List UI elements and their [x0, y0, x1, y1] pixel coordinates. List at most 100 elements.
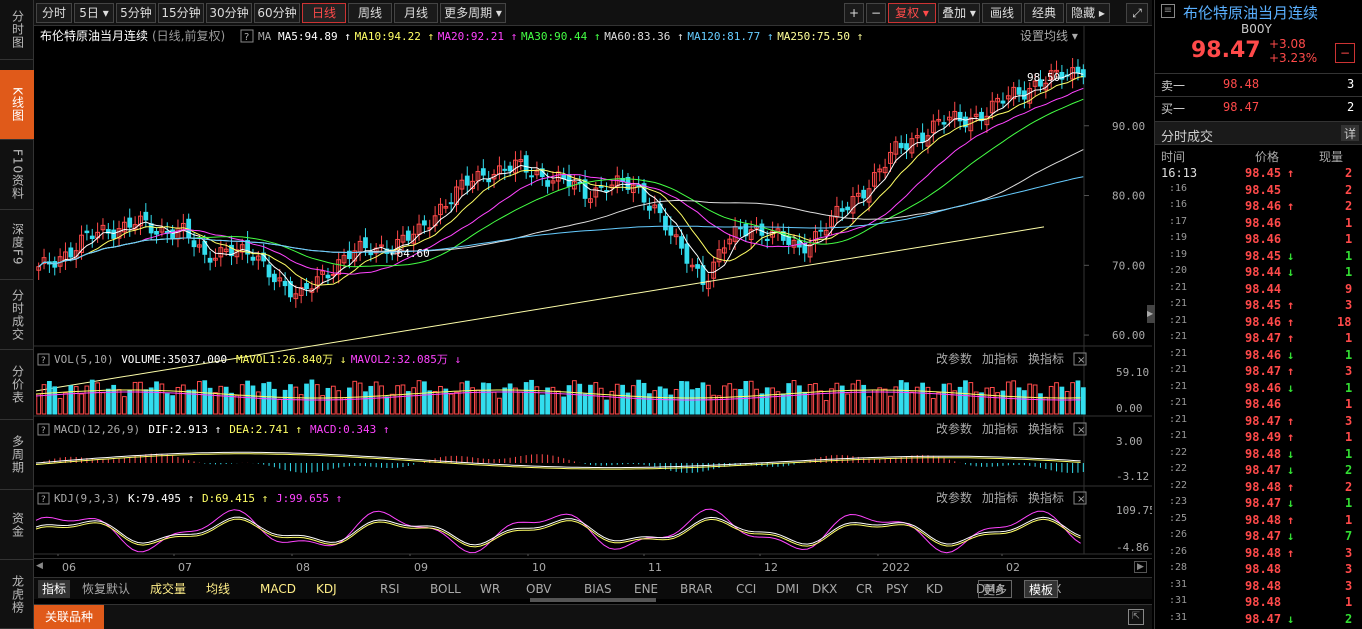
scroll-left-icon[interactable]: ◀ — [36, 561, 43, 571]
settings-icon[interactable]: ≡ — [1161, 4, 1175, 18]
footer-bar: 关联品种 ⇱ — [34, 604, 1152, 629]
indicator-tab-12[interactable]: BRAR — [680, 582, 713, 596]
indicator-tab-6[interactable]: RSI — [380, 582, 400, 596]
volume-bar — [550, 386, 556, 415]
nav-3[interactable]: 深度F9 — [0, 210, 34, 280]
candle-body — [979, 111, 984, 122]
tick-qty: 9 — [1345, 281, 1353, 296]
volume-bar — [764, 387, 770, 415]
last-price: 98.47 — [1191, 38, 1261, 63]
indicator-tab-19[interactable]: DMA — [976, 582, 1004, 596]
tool-0[interactable]: + — [844, 3, 864, 23]
indicator-tab-8[interactable]: WR — [480, 582, 501, 596]
scroll-right-icon[interactable]: ▶ — [1134, 561, 1147, 573]
volume-bar — [829, 388, 834, 415]
candle-body — [459, 179, 465, 190]
panel-action-加指标[interactable]: 加指标 — [982, 490, 1018, 505]
indicator-tab-2[interactable]: 成交量 — [150, 582, 187, 596]
tool-3[interactable]: 叠加 ▾ — [938, 3, 980, 23]
up-arrow-icon: ↑ — [1287, 199, 1295, 213]
tick-qty: 1 — [1345, 380, 1353, 395]
period-6[interactable]: 日线 — [302, 3, 346, 23]
indicator-tab-17[interactable]: PSY — [886, 582, 909, 596]
indicator-tab-4[interactable]: MACD — [260, 582, 296, 596]
panel-action-换指标[interactable]: 换指标 — [1028, 490, 1064, 505]
period-0[interactable]: 分时 — [36, 3, 72, 23]
tabs-scrollbar[interactable] — [530, 598, 656, 602]
chart-canvas[interactable]: 布伦特原油当月连续 (日线,前复权)? MA MA5:94.89 ↑ MA10:94.2… — [34, 26, 1156, 560]
volume-bar — [282, 389, 288, 415]
period-3[interactable]: 15分钟 — [158, 3, 204, 23]
nav-6[interactable]: 多周期 — [0, 420, 34, 490]
panel-action-改参数[interactable]: 改参数 — [936, 421, 972, 436]
volume-bar — [989, 387, 995, 415]
indicator-tab-18[interactable]: KD — [926, 582, 944, 596]
related-tab[interactable]: 关联品种 — [34, 605, 104, 629]
indicator-tab-0[interactable]: 指标 — [38, 580, 71, 598]
candle-body — [518, 159, 524, 163]
indicator-tab-22[interactable]: 模板 — [1024, 580, 1059, 598]
panel-action-换指标[interactable]: 换指标 — [1028, 421, 1064, 436]
indicator-tab-11[interactable]: ENE — [634, 582, 659, 596]
indicator-tab-13[interactable]: CCI — [736, 582, 757, 596]
panel-help-icon[interactable] — [37, 423, 50, 436]
nav-0[interactable]: 分时图 — [0, 0, 34, 60]
period-4[interactable]: 30分钟 — [206, 3, 252, 23]
help-icon[interactable] — [240, 29, 254, 43]
indicator-tab-10[interactable]: BIAS — [584, 582, 612, 596]
tool-2[interactable]: 复权 ▾ — [888, 3, 936, 23]
volume-bar — [689, 389, 695, 415]
period-9[interactable]: 更多周期 ▾ — [440, 3, 506, 23]
indicator-tab-14[interactable]: DMI — [776, 582, 800, 596]
nav-5[interactable]: 分价表 — [0, 350, 34, 420]
panel-action-加指标[interactable]: 加指标 — [982, 421, 1018, 436]
indicator-tab-21[interactable]: 更多 — [978, 580, 1013, 598]
candle-body — [229, 244, 234, 257]
period-7[interactable]: 周线 — [348, 3, 392, 23]
panel-close-icon[interactable] — [1073, 491, 1087, 505]
minus-button[interactable]: − — [1335, 43, 1355, 63]
indicator-tab-7[interactable]: BOLL — [430, 582, 461, 596]
tick-qty: 2 — [1345, 463, 1353, 477]
panel-close-icon[interactable] — [1073, 422, 1087, 436]
volume-bar — [673, 388, 679, 415]
nav-1[interactable]: K线图 — [0, 70, 34, 140]
period-5[interactable]: 60分钟 — [254, 3, 300, 23]
tick-row: :19 98.46 1 — [1159, 232, 1359, 248]
volume-bar — [159, 383, 165, 415]
ticks-detail-button[interactable]: 详 — [1341, 125, 1359, 141]
tool-4[interactable]: 画线 — [982, 3, 1022, 23]
nav-4[interactable]: 分时成交 — [0, 280, 34, 350]
candle-body — [716, 249, 722, 263]
period-2[interactable]: 5分钟 — [116, 3, 156, 23]
indicator-tab-15[interactable]: DKX — [812, 582, 838, 596]
indicator-tab-9[interactable]: OBV — [526, 582, 552, 596]
fullscreen-icon[interactable]: ⤢ — [1126, 3, 1148, 23]
nav-7[interactable]: 资金 — [0, 490, 34, 560]
indicator-tab-1[interactable]: 恢复默认 — [82, 582, 131, 596]
panel-help-icon[interactable] — [37, 492, 50, 505]
scroll-right-arrow[interactable]: ▶ — [1147, 305, 1155, 323]
panel-action-换指标[interactable]: 换指标 — [1028, 351, 1064, 366]
ma-settings-link[interactable]: 设置均线 ▾ — [1020, 29, 1078, 43]
indicator-tab-5[interactable]: KDJ — [316, 582, 337, 596]
panel-help-icon[interactable] — [37, 353, 50, 366]
period-1[interactable]: 5日 ▾ — [74, 3, 114, 23]
tool-6[interactable]: 隐藏 ▸ — [1066, 3, 1110, 23]
tool-5[interactable]: 经典 — [1024, 3, 1064, 23]
indicator-tab-3[interactable]: 均线 — [206, 582, 231, 596]
indicator-tab-16[interactable]: CR — [856, 582, 873, 596]
panel-action-加指标[interactable]: 加指标 — [982, 351, 1018, 366]
expand-icon[interactable]: ⇱ — [1128, 609, 1144, 625]
panel-action-改参数[interactable]: 改参数 — [936, 490, 972, 505]
volume-bar — [132, 381, 138, 415]
panel-close-icon[interactable] — [1073, 352, 1087, 366]
nav-8[interactable]: 龙虎榜 — [0, 560, 34, 629]
period-8[interactable]: 月线 — [394, 3, 438, 23]
tool-1[interactable]: − — [866, 3, 886, 23]
col-time: 时间 — [1161, 150, 1186, 164]
panel-action-改参数[interactable]: 改参数 — [936, 351, 972, 366]
kline-chart[interactable]: 布伦特原油当月连续 (日线,前复权)? MA MA5:94.89 ↑ MA10:94.2… — [34, 26, 1156, 560]
nav-2[interactable]: F10资料 — [0, 140, 34, 210]
x-axis-label: 06 — [62, 561, 76, 574]
